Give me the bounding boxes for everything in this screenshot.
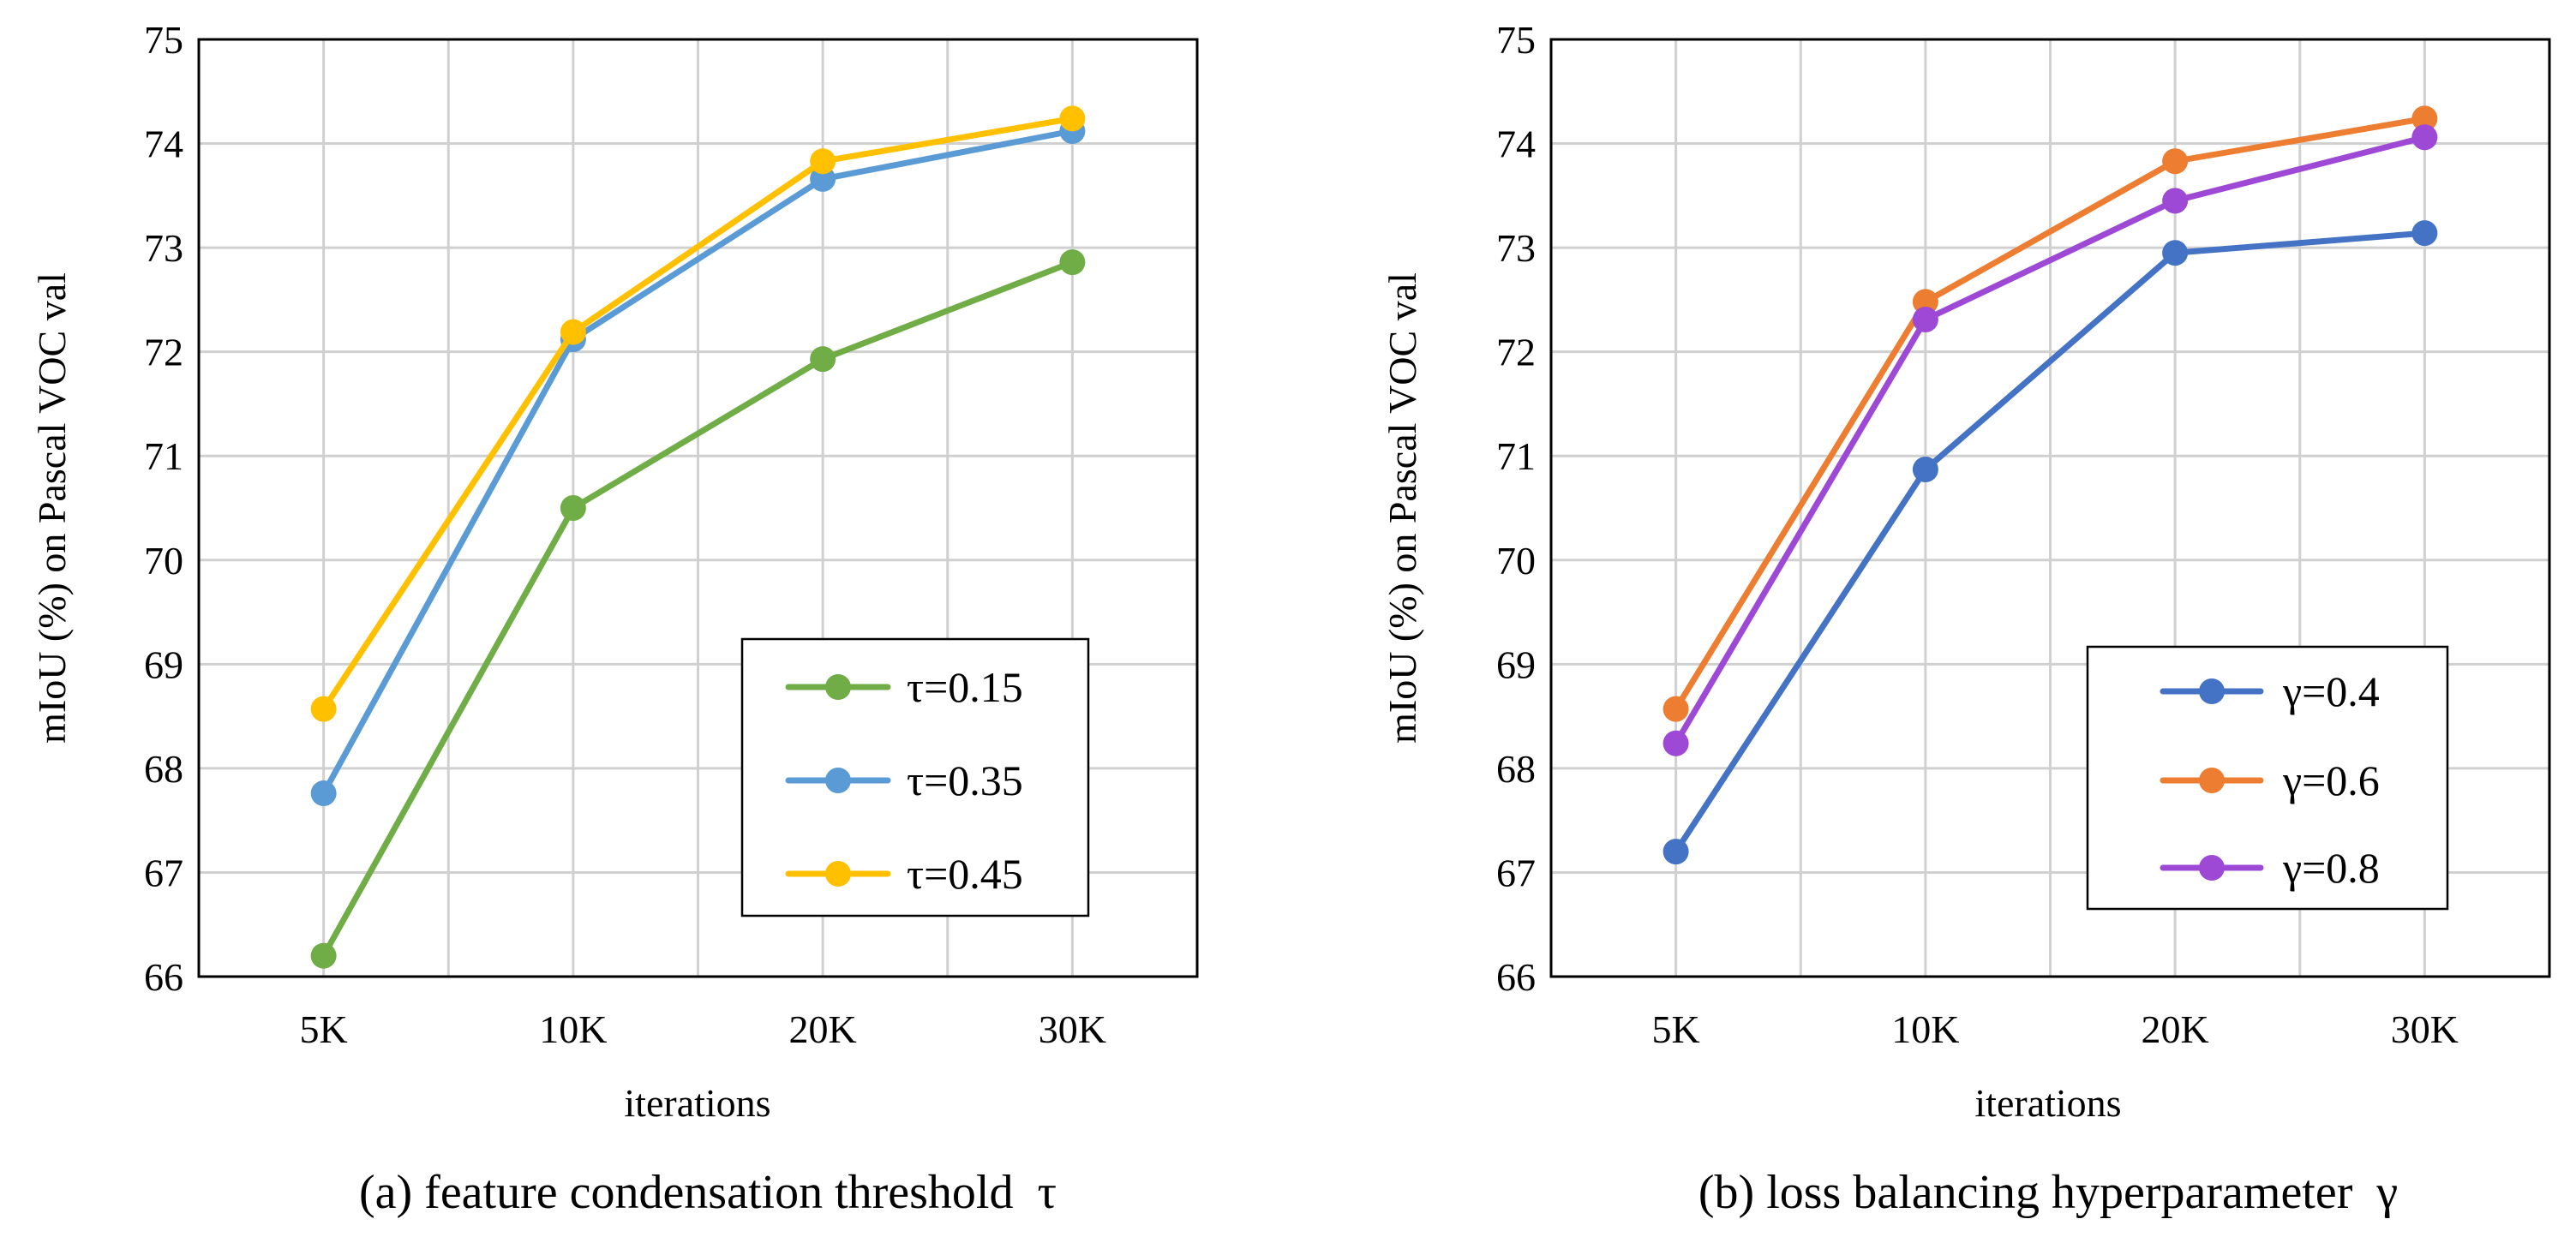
chart-a-series-2-point (560, 319, 586, 345)
chart-a-y-tick-label: 73 (144, 226, 183, 270)
chart-b-legend-label: γ=0.4 (2282, 667, 2380, 715)
chart-a-legend-label: τ=0.45 (907, 850, 1023, 898)
chart-b-legend-swatch-marker (2199, 855, 2225, 881)
chart-b-y-tick-label: 70 (1496, 539, 1536, 583)
chart-b-series-2-point (1662, 730, 1689, 756)
chart-a-y-tick-label: 72 (144, 331, 183, 374)
chart-b-legend: γ=0.4 γ=0.6 γ=0.8 (2086, 645, 2449, 911)
chart-b-y-tick-label: 68 (1496, 747, 1536, 791)
chart-b-x-tick-label: 20K (2142, 1007, 2209, 1051)
chart-a-x-tick-label: 20K (789, 1007, 857, 1051)
chart-a-y-tick-label: 71 (144, 434, 183, 478)
chart-a-legend-label: τ=0.15 (907, 663, 1023, 711)
chart-b-y-tick-label: 66 (1496, 955, 1536, 999)
chart-a-series-1-line (321, 128, 1075, 797)
chart-b-y-tick-label: 75 (1496, 18, 1536, 62)
chart-a-x-tick-label: 30K (1039, 1007, 1106, 1051)
chart-b-x-tick-label: 5K (1652, 1007, 1700, 1051)
chart-a-series-1-point (310, 780, 337, 807)
chart-b-y-ticks: 66 67 68 69 70 71 72 73 74 75 (1496, 18, 1536, 999)
chart-a-series-0-point (1059, 249, 1086, 276)
chart-a-series-0-point (560, 495, 586, 521)
chart-b-y-axis-label: mIoU (%) on Pascal VOC val (1381, 272, 1424, 744)
chart-b-legend-box (2086, 645, 2449, 911)
chart-b-legend-label: γ=0.6 (2282, 756, 2380, 804)
chart-a-x-axis-label: iterations (624, 1081, 770, 1125)
chart-b-x-ticks: 5K 10K 20K 30K (1652, 1007, 2459, 1051)
chart-a-series-2-point (810, 148, 836, 175)
chart-b-series-0-point (2162, 240, 2189, 266)
chart-b-y-tick-label: 72 (1496, 331, 1536, 374)
chart-a-x-tick-label: 10K (539, 1007, 607, 1051)
chart-a-x-ticks: 5K 10K 20K 30K (300, 1007, 1106, 1051)
chart-a-legend-swatch-marker (825, 674, 851, 700)
chart-b-legend-swatch-marker (2199, 768, 2225, 793)
chart-a-series-0-line (321, 259, 1075, 959)
chart-a-y-tick-label: 69 (144, 642, 183, 686)
chart-a-legend: τ=0.15 τ=0.35 τ=0.45 (740, 637, 1090, 917)
chart-a-legend-swatch-marker (825, 861, 851, 887)
chart-b-x-axis-label: iterations (1974, 1081, 2121, 1125)
chart-a-y-tick-label: 66 (144, 955, 183, 999)
chart-b-y-tick-label: 71 (1496, 434, 1536, 478)
chart-a-legend-label: τ=0.35 (907, 756, 1023, 804)
chart-b-series-0-point (1912, 457, 1938, 483)
chart-a-y-tick-label: 75 (144, 18, 183, 62)
chart-b-series-2-point (2411, 124, 2438, 151)
chart-b-plot-frame (1549, 38, 2551, 978)
chart-b-y-tick-label: 67 (1496, 851, 1536, 894)
chart-b-series-0-line (1673, 230, 2428, 855)
chart-b-series (1662, 105, 2438, 865)
chart-a-y-axis-label: mIoU (%) on Pascal VOC val (30, 272, 74, 744)
chart-a-plot-frame (197, 38, 1199, 978)
chart-b-series-1-line (1673, 115, 2428, 713)
chart-b-x-tick-label: 30K (2391, 1007, 2459, 1051)
chart-a-x-tick-label: 5K (300, 1007, 348, 1051)
chart-b-x-tick-label: 10K (1891, 1007, 1959, 1051)
chart-a-series-0-point (810, 346, 836, 373)
chart-b-series-2-line (1673, 134, 2428, 747)
chart-b-series-1-point (2162, 148, 2189, 175)
chart-b-legend-swatch-marker (2199, 678, 2225, 704)
chart-a-series-2-line (321, 115, 1075, 713)
chart-b-series-0-point (2411, 220, 2438, 247)
chart-panel-a: 66 67 68 69 70 71 72 73 74 75 5K 10K 20K 30K mIoU (%… (30, 18, 1199, 1219)
chart-panel-b: 66 67 68 69 70 71 72 73 74 75 5K 10K 20K 30K mIoU (%… (1381, 18, 2551, 1219)
chart-b-series-0-point (1662, 839, 1689, 865)
chart-a-y-tick-label: 67 (144, 851, 183, 894)
chart-a-legend-swatch-marker (825, 768, 851, 793)
chart-a-y-tick-label: 68 (144, 747, 183, 791)
chart-a-legend-items: τ=0.15 τ=0.35 τ=0.45 (785, 663, 1023, 898)
chart-b-y-tick-label: 73 (1496, 226, 1536, 270)
chart-b-legend-label: γ=0.8 (2282, 844, 2380, 892)
chart-b-legend-items: γ=0.4 γ=0.6 γ=0.8 (2160, 667, 2380, 892)
chart-a-y-tick-label: 70 (144, 539, 183, 583)
chart-a-caption: (a) feature condensation threshold τ (359, 1166, 1057, 1219)
chart-b-y-tick-label: 69 (1496, 642, 1536, 686)
chart-a-series-2-point (1059, 105, 1086, 132)
chart-a-series-2-point (310, 696, 337, 722)
chart-a-y-tick-label: 74 (144, 123, 183, 166)
chart-b-series-2-point (1912, 306, 1938, 332)
chart-b-series-1-point (2411, 105, 2438, 132)
chart-a-series-1-point (810, 165, 836, 192)
chart-a-series-0-point (310, 942, 337, 969)
chart-a-series (310, 105, 1086, 969)
chart-b-y-tick-label: 74 (1496, 123, 1536, 166)
chart-b-caption: (b) loss balancing hyperparameter γ (1698, 1166, 2398, 1219)
chart-a-y-ticks: 66 67 68 69 70 71 72 73 74 75 (144, 18, 183, 999)
chart-b-series-2-point (2162, 188, 2189, 214)
chart-b-series-1-point (1912, 289, 1938, 315)
chart-b-series-1-point (1662, 696, 1689, 722)
